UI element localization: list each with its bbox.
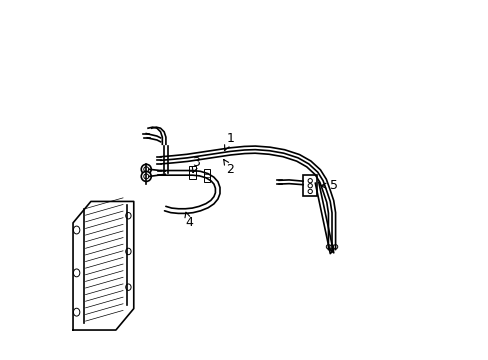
Text: 5: 5	[321, 179, 338, 192]
FancyBboxPatch shape	[189, 166, 196, 179]
Circle shape	[307, 184, 312, 188]
Circle shape	[325, 245, 330, 249]
Text: 2: 2	[223, 159, 234, 176]
Circle shape	[307, 179, 312, 183]
FancyBboxPatch shape	[303, 175, 316, 196]
Ellipse shape	[141, 164, 151, 174]
Circle shape	[329, 245, 333, 249]
Text: 4: 4	[184, 212, 193, 229]
Text: 3: 3	[192, 156, 200, 172]
Text: 1: 1	[224, 132, 234, 150]
Circle shape	[307, 189, 312, 194]
Circle shape	[333, 245, 337, 249]
FancyBboxPatch shape	[203, 169, 210, 182]
Ellipse shape	[141, 171, 151, 181]
